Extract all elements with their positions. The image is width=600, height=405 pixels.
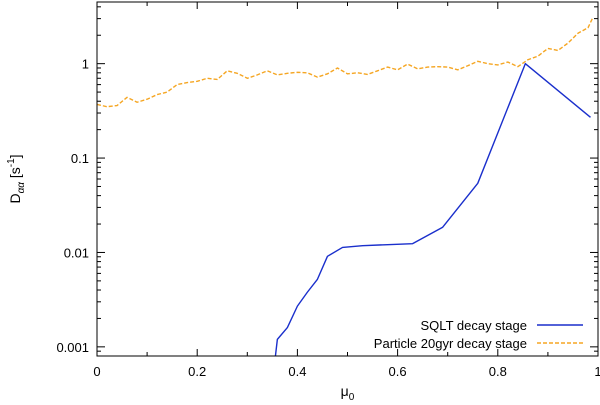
legend: SQLT decay stage Particle 20gyr decay sta… xyxy=(374,318,583,351)
x-tick-label: 0 xyxy=(93,364,100,379)
y-tick-label: 0.1 xyxy=(71,151,89,166)
y-tick-label: 0.01 xyxy=(64,245,89,260)
y-axis-title-unit-sup: -1 xyxy=(6,158,17,167)
ticks-layer: 0 0.2 0.4 0.6 0.8 1 0.001 0.01 0.1 1 xyxy=(56,2,600,379)
series-layer xyxy=(97,16,594,356)
x-tick-label: 0.2 xyxy=(188,364,206,379)
x-tick-label: 1 xyxy=(594,364,600,379)
y-axis-title-main: D xyxy=(7,193,23,203)
x-tick-label: 0.8 xyxy=(489,364,507,379)
y-axis-title: Dαα [s-1] xyxy=(6,154,27,203)
y-axis-title-sub: αα xyxy=(16,182,27,194)
y-axis-title-unit-post: ] xyxy=(7,154,23,158)
x-tick-label: 0.4 xyxy=(288,364,306,379)
x-axis-title-sub: 0 xyxy=(349,392,355,403)
legend-label-2: Particle 20gyr decay stage xyxy=(374,336,527,351)
x-tick-label: 0.6 xyxy=(389,364,407,379)
y-tick-label: 0.001 xyxy=(56,340,89,355)
x-axis-title: μ0 xyxy=(341,383,355,403)
x-axis-title-main: μ xyxy=(341,383,349,399)
series-line-2 xyxy=(97,16,594,108)
y-axis-title-unit-pre: [s xyxy=(7,167,23,182)
series-line-1 xyxy=(274,62,591,356)
legend-label-1: SQLT decay stage xyxy=(421,318,527,333)
y-tick-label: 1 xyxy=(82,57,89,72)
